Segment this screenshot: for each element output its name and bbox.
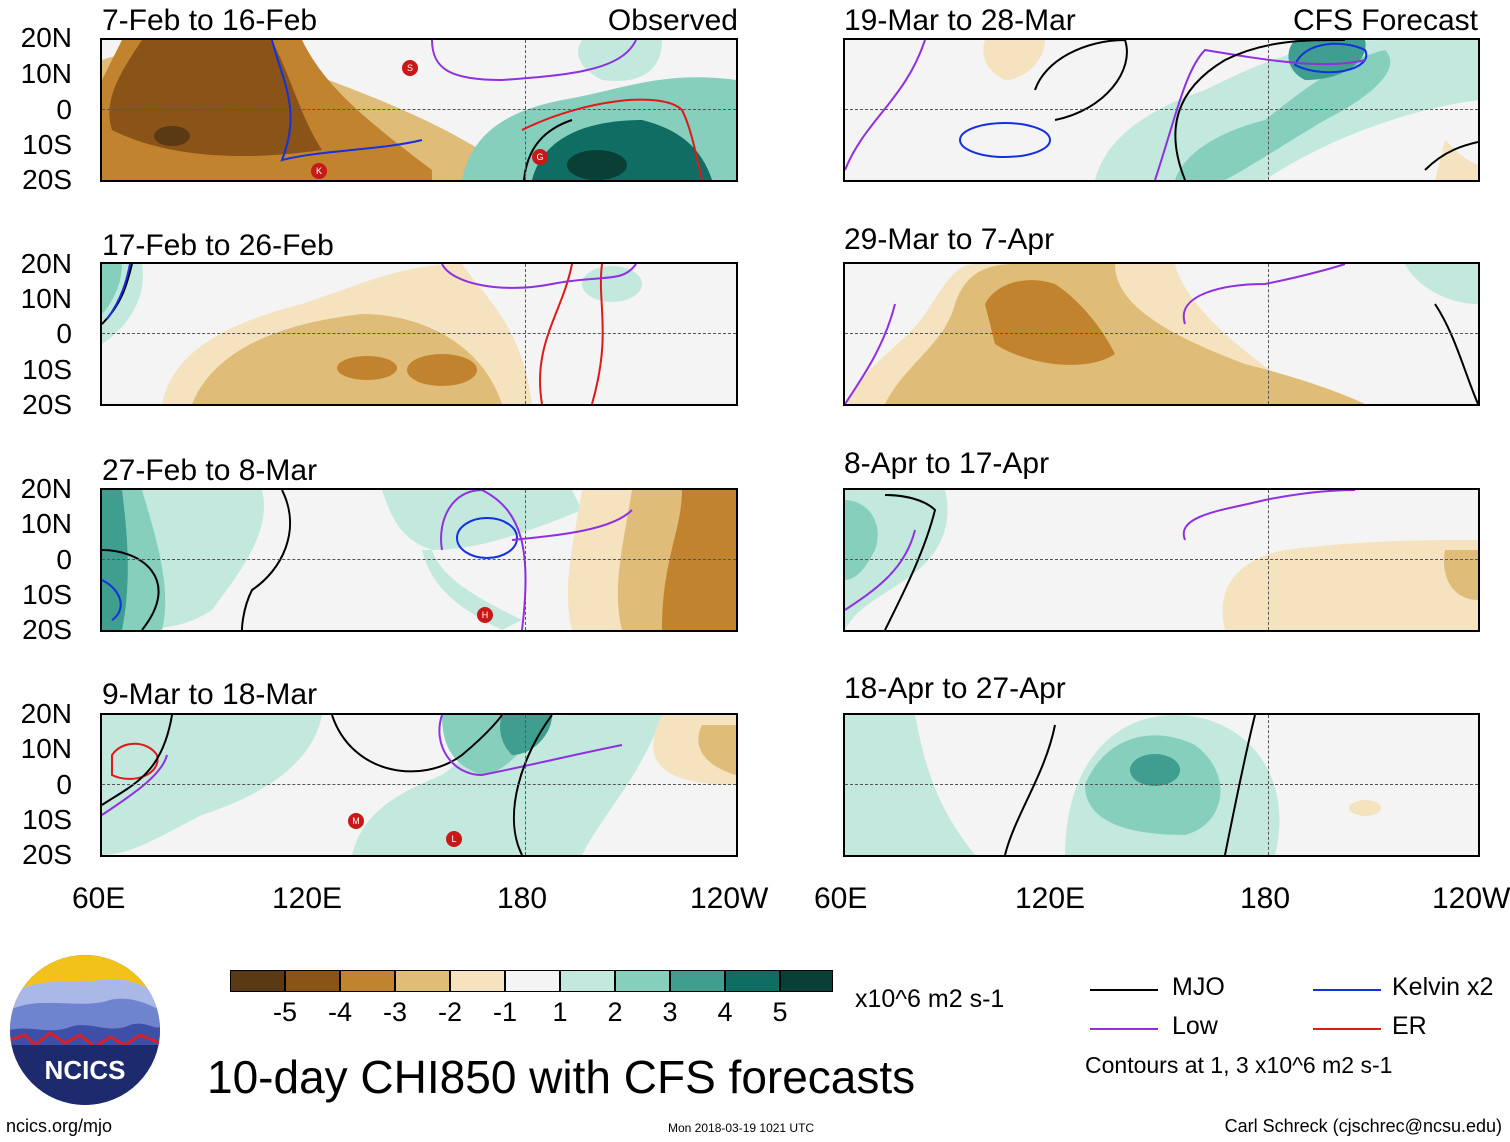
legend-label-low: Low — [1172, 1012, 1218, 1040]
footer-timestamp: Mon 2018-03-19 1021 UTC — [668, 1121, 815, 1135]
colorbar-swatch — [615, 970, 670, 992]
panel-tag-cfs-forecast: CFS Forecast — [1292, 4, 1478, 37]
panel-title-right-2: 29-Mar to 7-Apr — [844, 223, 1055, 256]
map-panel-right-4 — [843, 713, 1480, 857]
colorbar-label: -5 — [272, 997, 297, 1027]
lon-label: 180 — [497, 882, 548, 915]
legend-swatch-kelvin — [1313, 989, 1381, 991]
panel-title-right-1: 19-Mar to 28-Mar — [844, 4, 1076, 37]
map-panel-left-4 — [100, 713, 738, 857]
colorbar-swatch — [560, 970, 615, 992]
colorbar-label: -3 — [382, 997, 407, 1027]
storm-marker: L — [446, 831, 462, 847]
lat-label: 20S — [22, 839, 72, 870]
colorbar-swatch — [230, 970, 285, 992]
colorbar-swatch — [725, 970, 780, 992]
map-panel-left-1 — [100, 38, 738, 182]
lat-label: 0 — [56, 318, 72, 349]
lat-label: 10S — [22, 804, 72, 835]
lon-label: 60E — [814, 882, 868, 915]
legend-swatch-er — [1313, 1028, 1381, 1030]
lat-label: 10N — [20, 733, 72, 764]
lat-label: 20N — [20, 473, 72, 504]
lat-label: 20N — [20, 22, 72, 53]
colorbar-swatch — [505, 970, 560, 992]
storm-marker: M — [348, 813, 364, 829]
lat-label: 20S — [22, 164, 72, 195]
panel-title-left-2: 17-Feb to 26-Feb — [102, 229, 334, 262]
lat-label: 20S — [22, 389, 72, 420]
ncics-logo: NCICS — [10, 955, 160, 1105]
panel-title-left-4: 9-Mar to 18-Mar — [102, 678, 318, 711]
map-panel-left-3 — [100, 488, 738, 632]
colorbar-label: 4 — [717, 997, 733, 1027]
map-panel-right-3 — [843, 488, 1480, 632]
colorbar-label: 1 — [552, 997, 568, 1027]
lat-label: 20N — [20, 248, 72, 279]
footer-website[interactable]: ncics.org/mjo — [6, 1116, 113, 1136]
lat-label: 10N — [20, 508, 72, 539]
lat-label: 20N — [20, 698, 72, 729]
colorbar-swatch — [395, 970, 450, 992]
lat-label: 20S — [22, 614, 72, 645]
colorbar-swatch — [340, 970, 395, 992]
panel-title-right-3: 8-Apr to 17-Apr — [844, 447, 1050, 480]
storm-marker: H — [477, 607, 493, 623]
legend-swatch-mjo — [1090, 989, 1158, 991]
main-title: 10-day CHI850 with CFS forecasts — [207, 1051, 916, 1103]
colorbar-swatch — [670, 970, 725, 992]
colorbar-label: -2 — [437, 997, 462, 1027]
lat-label: 10N — [20, 58, 72, 89]
lon-label: 120W — [690, 882, 769, 915]
lat-label: 10S — [22, 579, 72, 610]
legend-note: Contours at 1, 3 x10^6 m2 s-1 — [1085, 1052, 1393, 1078]
legend-label-er: ER — [1392, 1012, 1427, 1040]
colorbar-label: 2 — [607, 997, 623, 1027]
panel-title-left-3: 27-Feb to 8-Mar — [102, 454, 318, 487]
panel-title-right-4: 18-Apr to 27-Apr — [844, 672, 1066, 705]
legend-label-kelvin: Kelvin x2 — [1392, 973, 1494, 1001]
logo-text: NCICS — [44, 1055, 126, 1085]
colorbar-label: 3 — [662, 997, 678, 1027]
colorbar-swatch — [780, 970, 833, 992]
footer-author: Carl Schreck (cjschrec@ncsu.edu) — [1224, 1116, 1502, 1136]
storm-marker: G — [532, 149, 548, 165]
colorbar-swatch — [450, 970, 505, 992]
lon-label: 120E — [272, 882, 343, 915]
lat-label: 0 — [56, 94, 72, 125]
legend-swatch-low — [1090, 1028, 1158, 1030]
colorbar-swatch — [285, 970, 340, 992]
map-panel-right-2 — [843, 262, 1480, 406]
lon-label: 180 — [1240, 882, 1291, 915]
colorbar-label: -4 — [327, 997, 352, 1027]
lat-label: 10S — [22, 129, 72, 160]
colorbar-label: 5 — [772, 997, 788, 1027]
storm-marker: K — [311, 163, 327, 179]
map-panel-left-2 — [100, 262, 738, 406]
legend-label-mjo: MJO — [1172, 973, 1225, 1001]
colorbar-units: x10^6 m2 s-1 — [855, 985, 1005, 1013]
panel-title-left-1: 7-Feb to 16-Feb — [102, 4, 318, 37]
colorbar-label: -1 — [492, 997, 517, 1027]
storm-marker: S — [402, 60, 418, 76]
lat-label: 0 — [56, 769, 72, 800]
lon-label: 120W — [1432, 882, 1510, 915]
lon-label: 120E — [1015, 882, 1086, 915]
lat-label: 0 — [56, 544, 72, 575]
lon-label: 60E — [72, 882, 126, 915]
lat-label: 10S — [22, 354, 72, 385]
panel-tag-observed: Observed — [607, 4, 738, 37]
map-panel-right-1 — [843, 38, 1480, 182]
lat-label: 10N — [20, 283, 72, 314]
